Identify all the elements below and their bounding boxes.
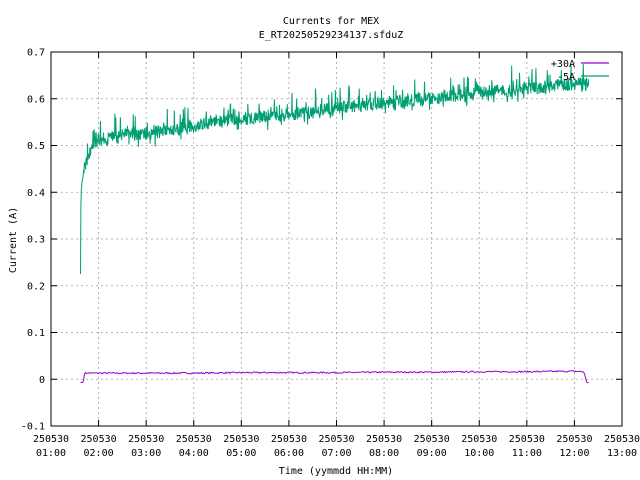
x-tick-time: 10:00: [464, 448, 494, 459]
x-tick-time: 01:00: [36, 448, 66, 459]
y-tick-label: 0.1: [27, 328, 45, 339]
x-tick-date: 250530: [271, 434, 307, 445]
axis-layer: -0.1 0 0.1 0.2 0.3 0.4 0.5 0.6 0.7 250530 01:00 250…: [21, 48, 640, 460]
x-tick-date: 250530: [318, 434, 354, 445]
x-tick-time: 02:00: [84, 448, 114, 459]
series-line-2: [80, 63, 590, 275]
x-tick-time: 08:00: [369, 448, 399, 459]
chart-subtitle: E_RT20250529234137.sfduZ: [259, 30, 404, 41]
x-tick-time: 09:00: [417, 448, 447, 459]
legend: +30A -5A: [551, 59, 609, 83]
x-tick-time: 12:00: [559, 448, 589, 459]
chart-title: Currents for MEX: [283, 16, 379, 27]
x-tick-date: 250530: [604, 434, 640, 445]
x-tick-time: 06:00: [274, 448, 304, 459]
x-tick-time: 13:00: [607, 448, 637, 459]
x-tick-date: 250530: [223, 434, 259, 445]
plot-frame: [50, 51, 623, 427]
legend-label-series-1: +30A: [551, 59, 575, 70]
y-tick-label: 0.2: [27, 281, 45, 292]
x-tick-time: 07:00: [321, 448, 351, 459]
x-tick-date: 250530: [366, 434, 402, 445]
x-tick-date: 250530: [81, 434, 117, 445]
y-tick-label: 0: [39, 375, 45, 386]
x-tick-date: 250530: [414, 434, 450, 445]
y-tick-label: 0.7: [27, 48, 45, 59]
x-tick-date: 250530: [556, 434, 592, 445]
series-line-1: [80, 370, 589, 384]
legend-label-series-2: -5A: [557, 72, 575, 83]
x-tick-time: 11:00: [512, 448, 542, 459]
x-tick-date: 250530: [128, 434, 164, 445]
y-axis-label: Current (A): [8, 207, 19, 273]
x-tick-date: 250530: [33, 434, 69, 445]
x-tick-date: 250530: [509, 434, 545, 445]
y-tick-label: 0.6: [27, 94, 45, 105]
y-tick-label: 0.3: [27, 235, 45, 246]
y-tick-label: 0.5: [27, 141, 45, 152]
y-tick-label: -0.1: [21, 422, 45, 433]
y-tick-label: 0.4: [27, 188, 45, 199]
x-tick-time: 03:00: [131, 448, 161, 459]
x-tick-date: 250530: [176, 434, 212, 445]
series-layer: [80, 63, 590, 384]
x-axis-label: Time (yymmdd HH:MM): [279, 466, 393, 477]
x-tick-time: 04:00: [179, 448, 209, 459]
x-tick-date: 250530: [461, 434, 497, 445]
x-tick-time: 05:00: [226, 448, 256, 459]
